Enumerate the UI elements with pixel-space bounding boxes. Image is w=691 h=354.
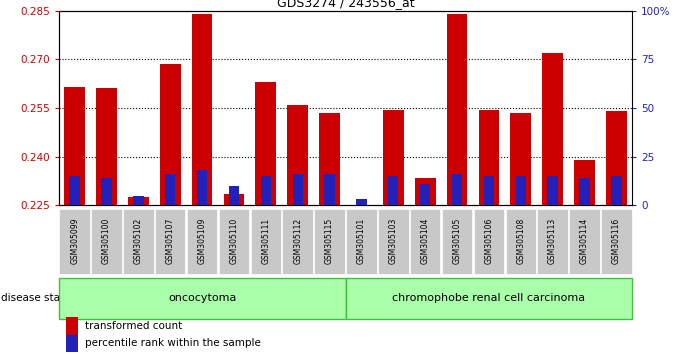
Bar <box>357 200 367 205</box>
Bar <box>133 196 144 205</box>
Bar <box>256 82 276 205</box>
Bar <box>192 14 212 205</box>
Bar <box>547 176 558 205</box>
Text: disease state ►: disease state ► <box>1 293 82 303</box>
Text: chromophobe renal cell carcinoma: chromophobe renal cell carcinoma <box>392 293 585 303</box>
Bar <box>479 110 499 205</box>
Bar <box>324 174 334 205</box>
Bar <box>511 113 531 205</box>
Text: GSM305110: GSM305110 <box>229 218 238 264</box>
Bar <box>229 186 239 205</box>
Bar <box>261 176 271 205</box>
Text: GSM305115: GSM305115 <box>325 218 334 264</box>
Text: GSM305107: GSM305107 <box>166 217 175 264</box>
Bar <box>574 160 595 205</box>
Text: transformed count: transformed count <box>85 321 182 331</box>
Text: GSM305112: GSM305112 <box>293 218 302 264</box>
Text: GSM305113: GSM305113 <box>548 218 557 264</box>
Text: GSM305116: GSM305116 <box>612 218 621 264</box>
Bar <box>579 178 589 205</box>
Bar <box>287 105 308 205</box>
Title: GDS3274 / 243556_at: GDS3274 / 243556_at <box>276 0 415 10</box>
Text: GSM305100: GSM305100 <box>102 217 111 264</box>
Bar <box>64 87 85 205</box>
Bar <box>128 197 149 205</box>
Text: GSM305103: GSM305103 <box>389 217 398 264</box>
Text: GSM305111: GSM305111 <box>261 218 270 264</box>
Text: GSM305109: GSM305109 <box>198 217 207 264</box>
Bar <box>542 53 563 205</box>
Bar <box>446 14 467 205</box>
Bar <box>415 178 435 205</box>
Text: GSM305105: GSM305105 <box>453 217 462 264</box>
Bar <box>611 176 621 205</box>
Text: oncocytoma: oncocytoma <box>168 293 236 303</box>
Bar <box>351 205 372 213</box>
Bar <box>515 176 526 205</box>
Bar <box>96 88 117 205</box>
Text: GSM305104: GSM305104 <box>421 217 430 264</box>
Bar <box>70 176 80 205</box>
Bar <box>319 113 340 205</box>
Text: percentile rank within the sample: percentile rank within the sample <box>85 338 261 348</box>
Text: GSM305099: GSM305099 <box>70 217 79 264</box>
Bar <box>420 184 430 205</box>
Bar <box>484 176 494 205</box>
Bar <box>165 174 176 205</box>
Bar <box>452 174 462 205</box>
Bar <box>102 178 112 205</box>
Bar <box>197 170 207 205</box>
Text: GSM305101: GSM305101 <box>357 218 366 264</box>
Text: GSM305102: GSM305102 <box>134 218 143 264</box>
Text: GSM305108: GSM305108 <box>516 218 525 264</box>
Bar <box>383 110 404 205</box>
Bar <box>388 176 399 205</box>
Bar <box>292 174 303 205</box>
Text: GSM305106: GSM305106 <box>484 217 493 264</box>
Bar <box>160 64 180 205</box>
Bar <box>224 194 245 205</box>
Bar <box>606 111 627 205</box>
Text: GSM305114: GSM305114 <box>580 218 589 264</box>
